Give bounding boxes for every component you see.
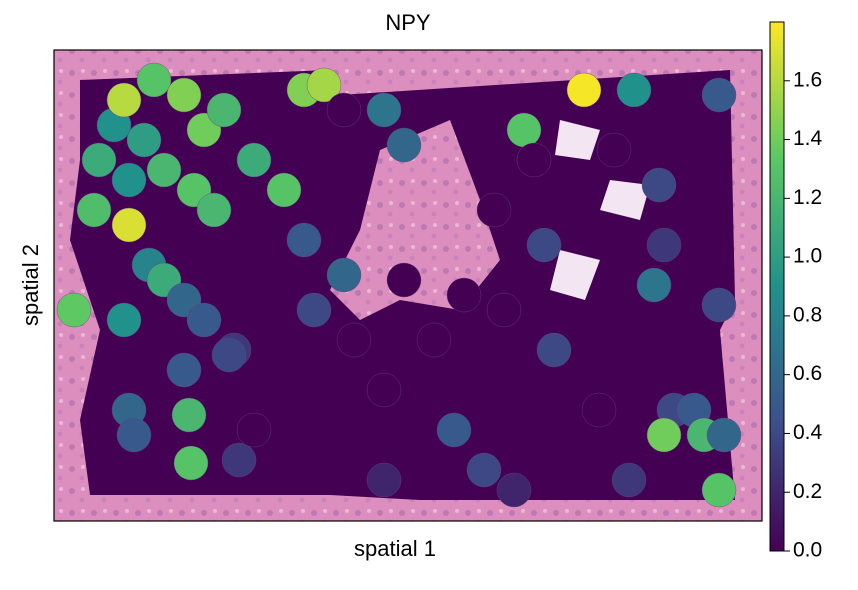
- plot-frame: [53, 49, 763, 522]
- colorbar-tick-label: 0.8: [793, 303, 822, 326]
- cell: [173, 445, 209, 481]
- cell: [166, 77, 202, 113]
- cell: [516, 142, 552, 178]
- cell: [611, 462, 647, 498]
- cell: [416, 322, 452, 358]
- x-axis-label: spatial 1: [354, 536, 436, 561]
- cell: [366, 372, 402, 408]
- cell: [126, 122, 162, 158]
- cell: [236, 142, 272, 178]
- cell: [106, 82, 142, 118]
- cell: [536, 332, 572, 368]
- cell: [186, 302, 222, 338]
- cell: [106, 302, 142, 338]
- cell: [196, 192, 232, 228]
- colorbar-tick-label: 0.6: [793, 362, 822, 385]
- cell: [506, 112, 542, 148]
- cell: [171, 397, 207, 433]
- cell: [701, 77, 737, 113]
- cell: [616, 72, 652, 108]
- cell: [581, 392, 617, 428]
- cell: [76, 192, 112, 228]
- cell: [211, 337, 247, 373]
- cell: [641, 167, 677, 203]
- y-axis-label: spatial 2: [18, 244, 43, 326]
- cell: [486, 292, 522, 328]
- tissue-gap: [550, 120, 650, 300]
- chart-title: NPY: [385, 10, 431, 35]
- cell: [146, 152, 182, 188]
- cell: [166, 352, 202, 388]
- cell: [646, 417, 682, 453]
- cell: [386, 262, 422, 298]
- cell: [266, 172, 302, 208]
- cell: [111, 207, 147, 243]
- colorbar-tick-label: 0.0: [793, 539, 822, 562]
- cell: [366, 462, 402, 498]
- cell: [206, 92, 242, 128]
- colorbar-tick-label: 0.2: [793, 480, 822, 503]
- cell: [636, 267, 672, 303]
- cell: [566, 72, 602, 108]
- plot-area: [54, 50, 762, 521]
- cell: [236, 412, 272, 448]
- cell: [326, 257, 362, 293]
- colorbar-tick-label: 1.0: [793, 245, 822, 268]
- cell: [701, 472, 737, 508]
- cell: [466, 452, 502, 488]
- cell: [646, 227, 682, 263]
- cell: [81, 142, 117, 178]
- cell: [476, 192, 512, 228]
- cell: [116, 417, 152, 453]
- cell: [596, 132, 632, 168]
- cell: [306, 67, 342, 103]
- cell: [336, 322, 372, 358]
- cell: [111, 162, 147, 198]
- cell: [136, 62, 172, 98]
- cell: [446, 277, 482, 313]
- cell: [286, 222, 322, 258]
- colorbar: [769, 21, 785, 552]
- cell: [436, 412, 472, 448]
- colorbar-tick-label: 0.4: [793, 421, 823, 444]
- cell: [56, 292, 92, 328]
- colorbar-tick-label: 1.2: [793, 186, 822, 209]
- colorbar-tick-label: 1.4: [793, 127, 823, 150]
- colorbar-tick-label: 1.6: [793, 68, 822, 91]
- cell: [701, 287, 737, 323]
- cell: [386, 127, 422, 163]
- cell: [496, 472, 532, 508]
- cell: [526, 227, 562, 263]
- cell: [366, 92, 402, 128]
- cell: [296, 292, 332, 328]
- tissue-gap: [330, 120, 500, 320]
- cell: [221, 442, 257, 478]
- cell: [326, 92, 362, 128]
- cell: [706, 417, 742, 453]
